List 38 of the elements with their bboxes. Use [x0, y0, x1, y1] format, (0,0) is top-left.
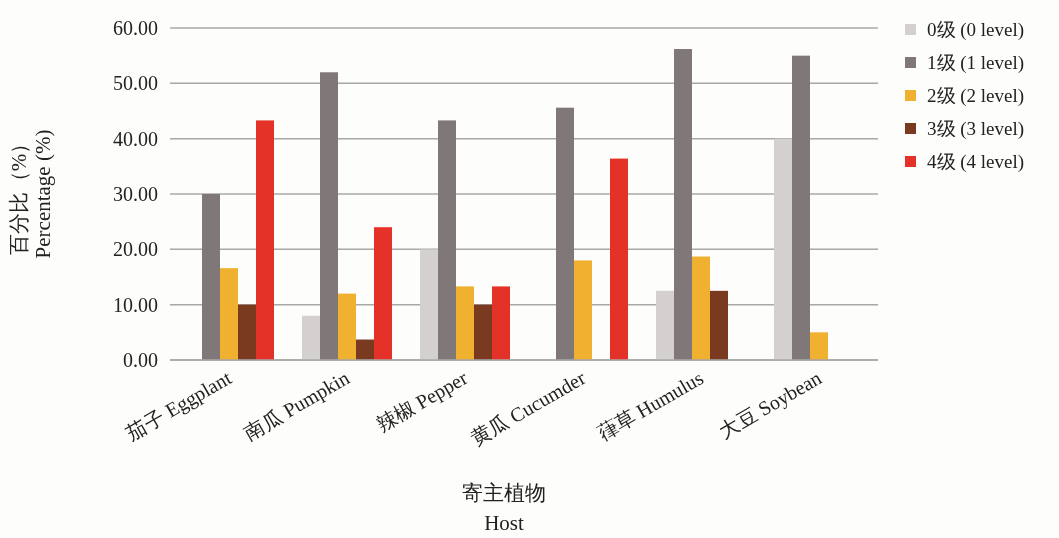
- y-axis-title: 百分比（%） Percentage (%): [7, 129, 55, 259]
- y-tick-label: 30.00: [113, 183, 158, 205]
- legend-label: 0级 (0 level): [927, 19, 1025, 41]
- y-tick-label: 10.00: [113, 293, 158, 316]
- bar: [674, 49, 692, 360]
- bar: [692, 256, 710, 360]
- legend-label: 2级 (2 level): [927, 85, 1025, 107]
- bar: [256, 120, 274, 360]
- bar: [356, 339, 374, 360]
- legend-label: 3级 (3 level): [927, 118, 1025, 140]
- y-tick-label: 20.00: [113, 238, 158, 261]
- bar: [710, 290, 728, 360]
- bar: [810, 332, 828, 360]
- y-tick-label: 60.00: [113, 17, 158, 39]
- bar: [774, 138, 792, 360]
- bar: [302, 315, 320, 360]
- y-tick-label: 50.00: [113, 72, 158, 95]
- bar: [202, 194, 220, 360]
- x-axis-title: 寄主植物 Host: [462, 481, 546, 535]
- legend-label: 4级 (4 level): [927, 151, 1025, 173]
- bar: [574, 260, 592, 360]
- bar: [238, 304, 256, 360]
- bar: [320, 72, 338, 360]
- legend-label: 1级 (1 level): [927, 52, 1025, 74]
- y-tick-label: 0.00: [123, 349, 158, 371]
- bar: [792, 55, 810, 360]
- bar: [556, 107, 574, 360]
- bar: [438, 120, 456, 360]
- bar: [492, 286, 510, 360]
- bar: [220, 268, 238, 360]
- bar: [456, 286, 474, 360]
- y-tick-label: 40.00: [113, 127, 158, 150]
- bar: [474, 304, 492, 360]
- bar: [338, 293, 356, 360]
- bar: [420, 249, 438, 360]
- bar: [610, 158, 628, 360]
- bar: [656, 290, 674, 360]
- bar: [374, 227, 392, 360]
